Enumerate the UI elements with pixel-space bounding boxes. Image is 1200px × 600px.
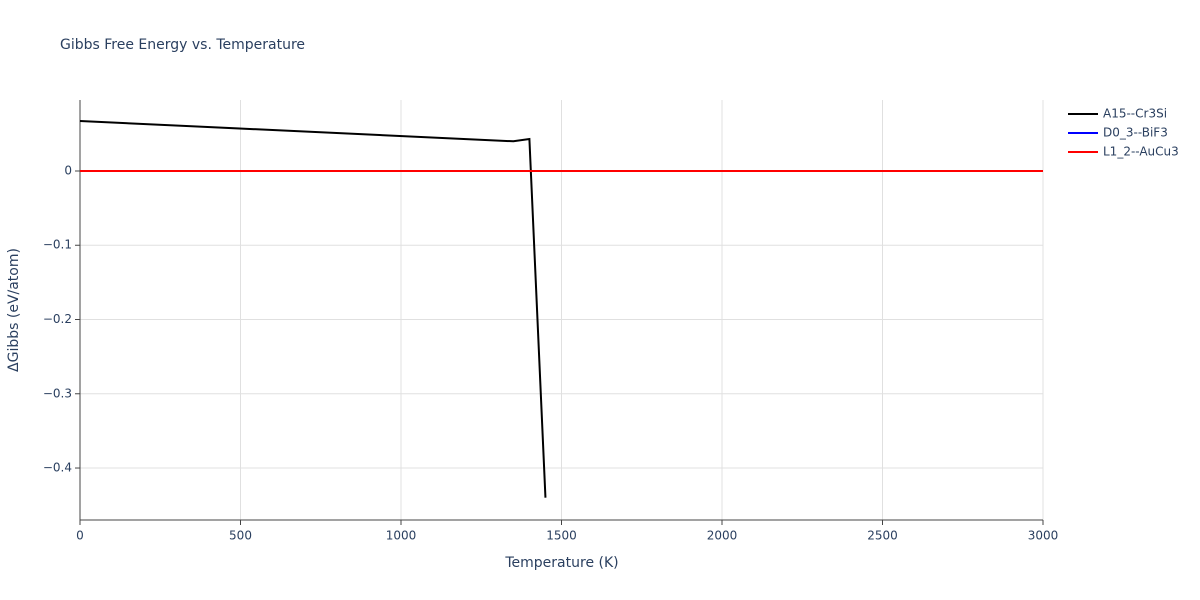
x-tick-label: 3000: [1028, 529, 1059, 543]
legend-label: A15--Cr3Si: [1103, 107, 1167, 121]
legend-label: L1_2--AuCu3: [1103, 145, 1179, 159]
x-axis-title: Temperature (K): [504, 555, 618, 571]
chart-title: Gibbs Free Energy vs. Temperature: [60, 37, 305, 53]
x-tick-label: 1000: [386, 529, 417, 543]
series-line: [79, 120, 547, 498]
x-tick-label: 0: [76, 529, 84, 543]
x-tick-label: 2000: [707, 529, 738, 543]
y-tick-label: −0.4: [43, 461, 72, 475]
y-axis-title: ΔGibbs (eV/atom): [6, 248, 22, 372]
y-tick-label: −0.3: [43, 386, 72, 400]
y-tick-label: −0.1: [43, 238, 72, 252]
x-tick-label: 500: [229, 529, 252, 543]
y-tick-label: 0: [64, 163, 72, 177]
x-tick-label: 1500: [546, 529, 577, 543]
x-tick-label: 2500: [867, 529, 898, 543]
y-tick-label: −0.2: [43, 312, 72, 326]
legend-label: D0_3--BiF3: [1103, 126, 1168, 140]
